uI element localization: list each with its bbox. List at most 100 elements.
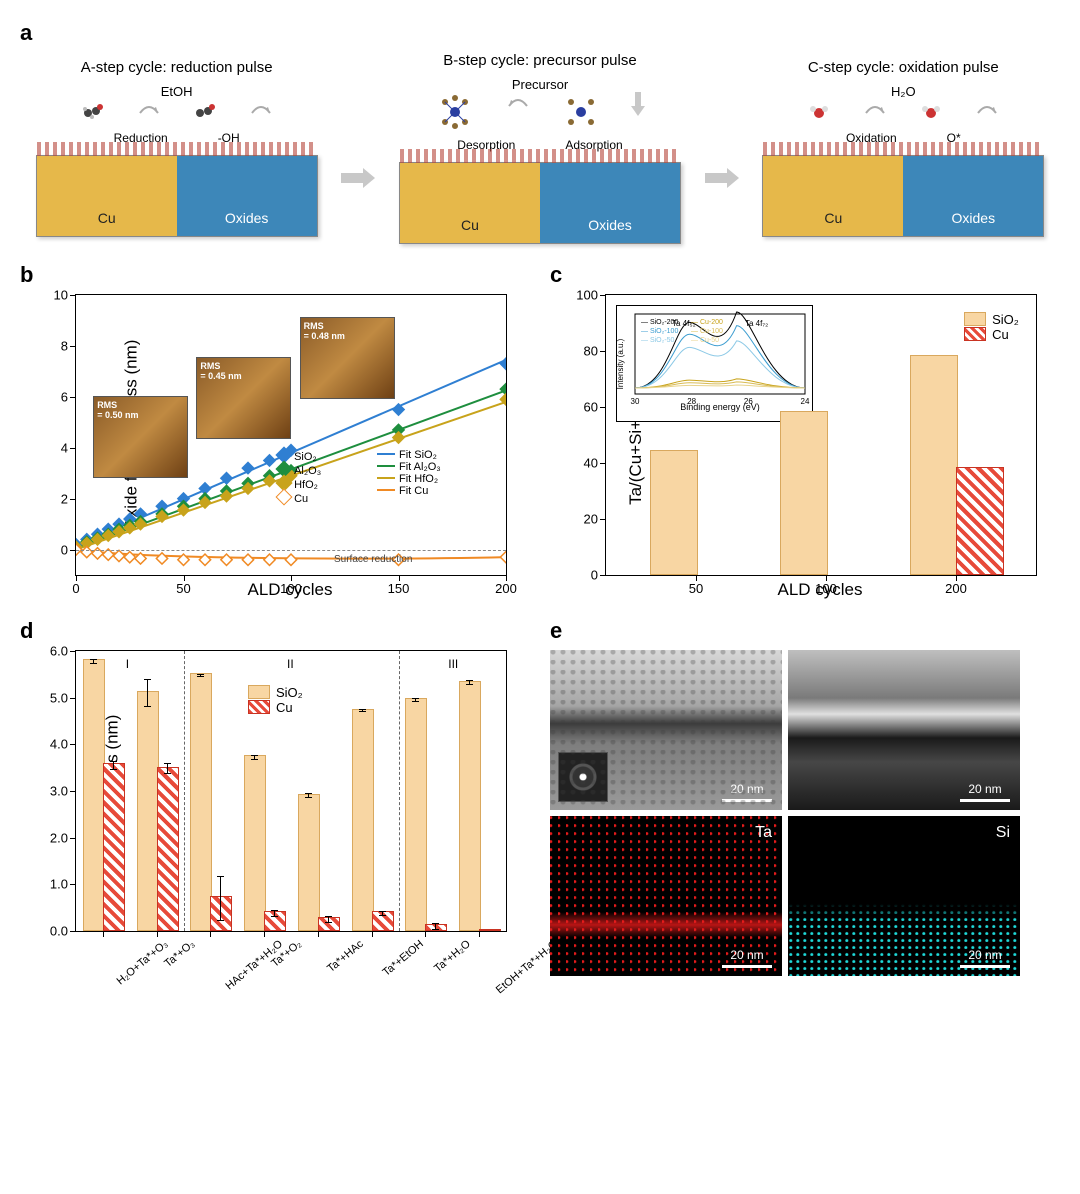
a-step-3-title: C-step cycle: oxidation pulse xyxy=(808,59,999,76)
panel-b: b Oxide film thickness (nm) Surface redu… xyxy=(20,262,530,600)
a-surf-ox: Oxides xyxy=(540,163,680,243)
panel-d-bar xyxy=(157,767,179,931)
panel-d-bar xyxy=(83,659,105,931)
panel-label-e: e xyxy=(550,618,1060,644)
panel-d-xlabels: H₂O+Ta*+O₃Ta*+O₃HAc+Ta*+H₂OTa*+O₂Ta*+HAc… xyxy=(75,932,505,1002)
panel-d-bar xyxy=(103,763,125,931)
scalebar: 20 nm xyxy=(722,782,772,802)
eds-map-si-label: Si xyxy=(996,824,1010,842)
a-step-3-top: H₂O xyxy=(747,84,1060,99)
step-arrow-icon xyxy=(705,168,739,188)
panel-d-legend-cu: Cu xyxy=(276,700,293,715)
eds-map-ta: Ta 20 nm xyxy=(550,816,782,976)
svg-text:— SiO₂-100: — SiO₂-100 xyxy=(641,328,678,335)
curved-arrow-icon xyxy=(974,99,1000,117)
panel-d-bar xyxy=(298,794,320,931)
svg-text:Ta 4f₇₂: Ta 4f₇₂ xyxy=(745,319,768,328)
a-step-2-top-label: Precursor xyxy=(512,77,568,92)
a-surf-ox: Oxides xyxy=(903,156,1043,236)
panel-label-d: d xyxy=(20,618,530,644)
panel-c: c Ta/(Cu+Si+Ta) (%) Intensity (a.u.) Ta … xyxy=(550,262,1060,600)
a-surf-cu: Cu xyxy=(400,163,540,243)
panel-e-grid: 20 nm 20 nm Ta 20 nm Si 20 nm xyxy=(550,650,1020,976)
panel-d-bar xyxy=(137,691,159,931)
panel-c-legend-sio2: SiO₂ xyxy=(992,312,1019,327)
figure-root: a A-step cycle: reduction pulse EtOH xyxy=(20,20,1060,1002)
panel-c-legend: SiO₂ Cu xyxy=(964,312,1019,342)
panel-d-chart: Film Thickness (nm) SiO₂ Cu 0.01.02.03.0… xyxy=(75,650,507,932)
svg-text:— Cu-200: — Cu-200 xyxy=(691,319,723,326)
panel-e: e 20 nm 20 nm Ta 20 nm Si 20 nm xyxy=(550,618,1060,1002)
panel-d-bar xyxy=(264,911,286,931)
a-step-2-title: B-step cycle: precursor pulse xyxy=(443,52,636,69)
a-step-3: C-step cycle: oxidation pulse H₂O xyxy=(747,59,1060,237)
panel-d-legend: SiO₂ Cu xyxy=(248,685,303,715)
panel-b-zero-line xyxy=(76,550,506,551)
svg-text:— SiO₂-50: — SiO₂-50 xyxy=(641,337,675,344)
a-surface-3: Cu Oxides xyxy=(762,155,1044,237)
svg-text:24: 24 xyxy=(801,397,810,406)
panel-d-bar xyxy=(318,917,340,931)
curved-arrow-icon xyxy=(136,99,162,117)
panel-b-chart: Oxide film thickness (nm) Surface reduct… xyxy=(75,294,507,576)
step-arrow-icon xyxy=(341,168,375,188)
panel-d-section-label: II xyxy=(287,657,294,671)
panel-b-legend-fits: Fit SiO₂Fit Al₂O₃Fit HfO₂Fit Cu xyxy=(377,449,441,497)
panel-d: d Film Thickness (nm) SiO₂ Cu 0.01.02.03… xyxy=(20,618,530,1002)
afm-inset: RMS= 0.48 nm xyxy=(300,317,395,399)
panel-label-b: b xyxy=(20,262,530,288)
panel-d-category-label: Ta*+HAc xyxy=(325,938,366,975)
panel-label-a: a xyxy=(20,20,1060,46)
panel-a: a A-step cycle: reduction pulse EtOH xyxy=(20,20,1060,244)
a-step-1-title: A-step cycle: reduction pulse xyxy=(81,59,273,76)
a-step-2-top: Precursor xyxy=(383,77,696,92)
a-step-3-top-label: H₂O xyxy=(891,84,916,99)
panel-c-chart: Ta/(Cu+Si+Ta) (%) Intensity (a.u.) Ta 4f… xyxy=(605,294,1037,576)
saed-pattern-icon xyxy=(558,752,608,802)
ethanol-molecule-icon xyxy=(192,99,218,125)
a-surf-ox: Oxides xyxy=(177,156,317,236)
scalebar: 20 nm xyxy=(722,948,772,968)
curved-arrow-icon xyxy=(862,99,888,117)
eds-map-ta-label: Ta xyxy=(755,824,772,842)
a-surf-cu: Cu xyxy=(37,156,177,236)
a-step-1: A-step cycle: reduction pulse EtOH xyxy=(20,59,333,237)
svg-text:— Cu-50: — Cu-50 xyxy=(691,337,719,344)
precursor-molecule-icon xyxy=(435,92,475,132)
svg-text:26: 26 xyxy=(744,397,753,406)
swatch-sio2-icon xyxy=(964,312,986,326)
swatch-cu-icon xyxy=(964,327,986,341)
a-step-2: B-step cycle: precursor pulse Precursor xyxy=(383,52,696,244)
panel-d-section-label: III xyxy=(448,657,458,671)
water-molecule-icon xyxy=(806,99,832,125)
scalebar: 20 nm xyxy=(960,948,1010,968)
panel-d-bar xyxy=(479,929,501,931)
a-surface-2: Cu Oxides xyxy=(399,162,681,244)
panel-d-bar xyxy=(210,896,232,931)
curved-arrow-icon xyxy=(248,99,274,117)
a-step-1-top: EtOH xyxy=(20,84,333,99)
ethanol-molecule-icon xyxy=(80,99,106,125)
eds-map-si: Si 20 nm xyxy=(788,816,1020,976)
tem-image: 20 nm xyxy=(550,650,782,810)
precursor-molecule-icon xyxy=(561,92,601,132)
a-step-1-top-label: EtOH xyxy=(161,84,193,99)
panel-d-category-label: Ta*+H₂O xyxy=(432,938,473,975)
panel-d-category-label: Ta*+EtOH xyxy=(380,938,425,979)
swatch-sio2-icon xyxy=(248,685,270,699)
a-surf-cu: Cu xyxy=(763,156,903,236)
svg-text:Intensity (a.u.): Intensity (a.u.) xyxy=(617,338,625,389)
haadf-image: 20 nm xyxy=(788,650,1020,810)
a-surface-1: Cu Oxides xyxy=(36,155,318,237)
curved-arrow-icon xyxy=(505,92,531,110)
panel-a-row: A-step cycle: reduction pulse EtOH xyxy=(20,52,1060,244)
svg-text:— Cu-100: — Cu-100 xyxy=(691,328,723,335)
panel-d-bar xyxy=(405,698,427,931)
water-molecule-icon xyxy=(918,99,944,125)
swatch-cu-icon xyxy=(248,700,270,714)
afm-inset: RMS= 0.45 nm xyxy=(196,357,291,439)
afm-inset: RMS= 0.50 nm xyxy=(93,396,188,478)
down-arrow-icon xyxy=(631,92,645,132)
panel-d-bar xyxy=(244,755,266,931)
panel-d-section-label: I xyxy=(126,657,129,671)
